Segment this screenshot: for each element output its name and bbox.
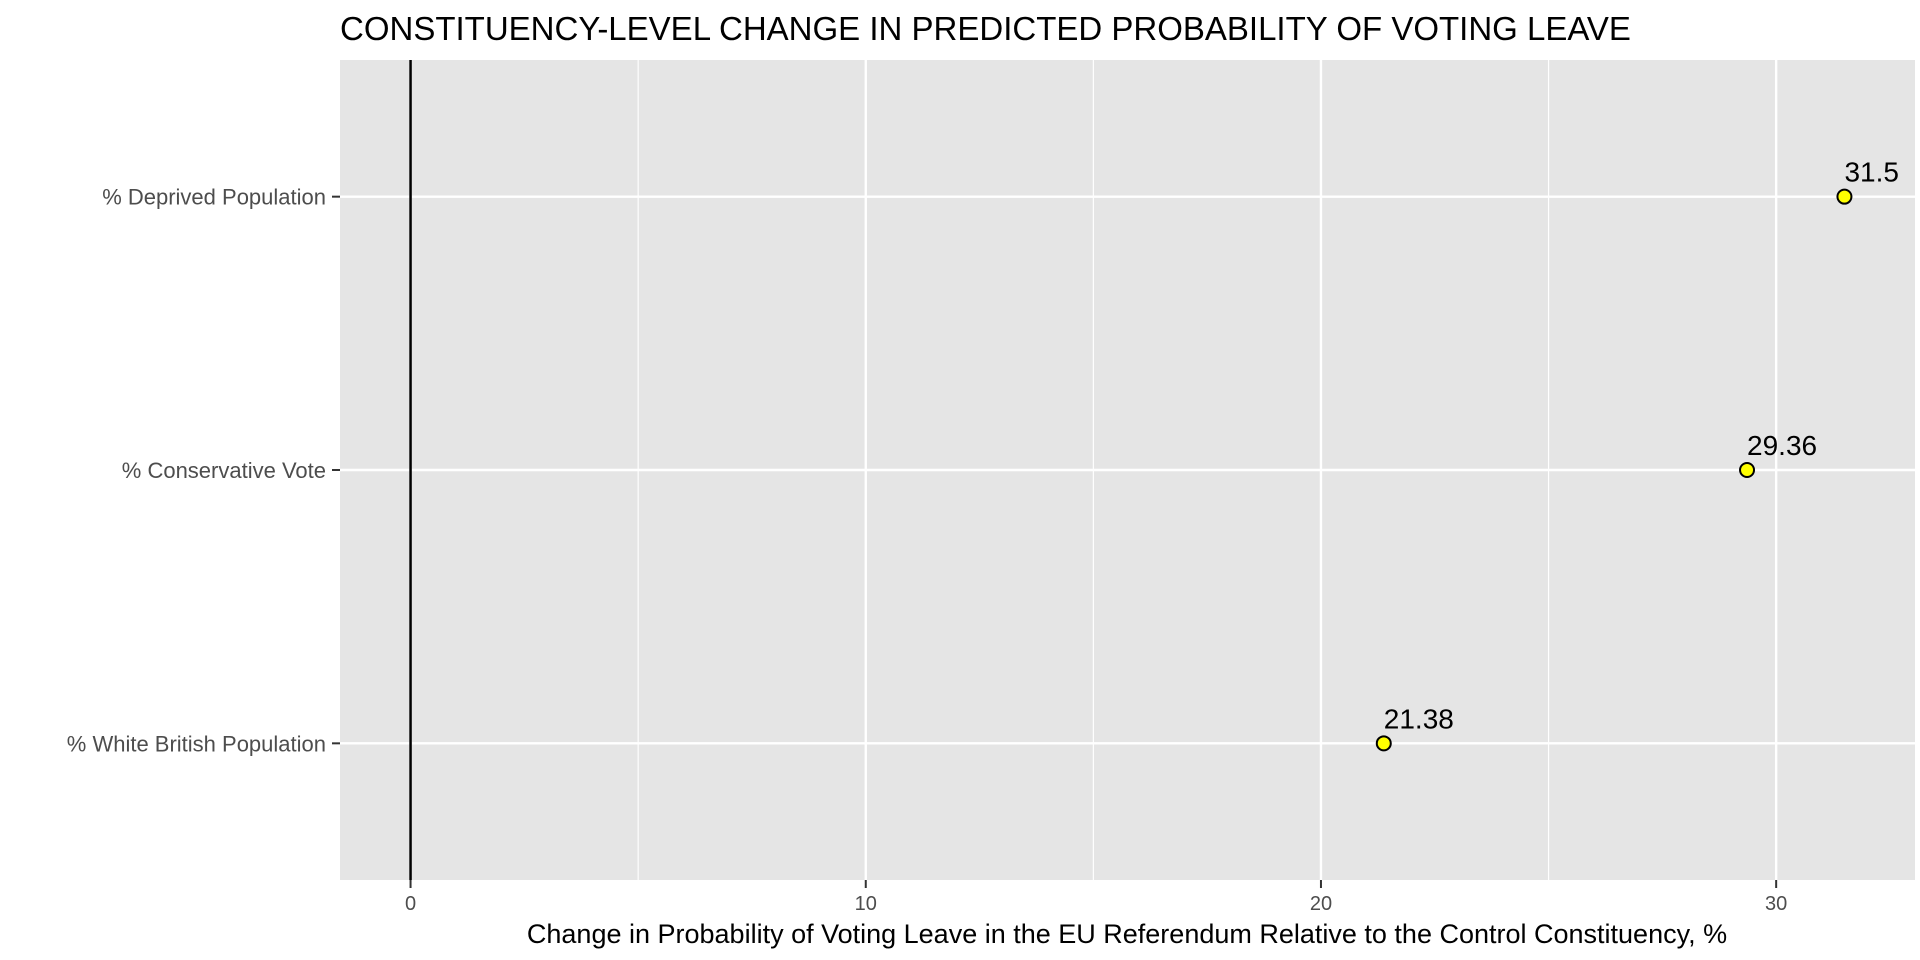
chart-title: CONSTITUENCY-LEVEL CHANGE IN PREDICTED P… [340, 10, 1631, 47]
x-axis-title: Change in Probability of Voting Leave in… [527, 919, 1727, 949]
x-tick-label: 30 [1765, 893, 1787, 915]
y-axis-labels: % Deprived Population % Conservative Vote… [67, 185, 340, 756]
y-tick-label: % White British Population [67, 731, 326, 756]
data-label: 21.38 [1384, 703, 1454, 734]
data-label: 31.5 [1844, 157, 1899, 188]
grid-layer [340, 60, 1915, 880]
x-tick-label: 20 [1310, 893, 1332, 915]
data-point [1739, 462, 1756, 478]
points-layer: 31.5 29.36 21.38 [1375, 157, 1899, 752]
y-tick-label: % Deprived Population [102, 185, 326, 210]
x-tick-label: 0 [405, 893, 416, 915]
y-tick-label: % Conservative Vote [122, 458, 326, 483]
x-axis-labels: 0 10 20 30 [405, 880, 1787, 915]
x-tick-label: 10 [855, 893, 877, 915]
data-point [1375, 735, 1392, 752]
data-label: 29.36 [1747, 430, 1817, 461]
data-point [1836, 188, 1853, 205]
